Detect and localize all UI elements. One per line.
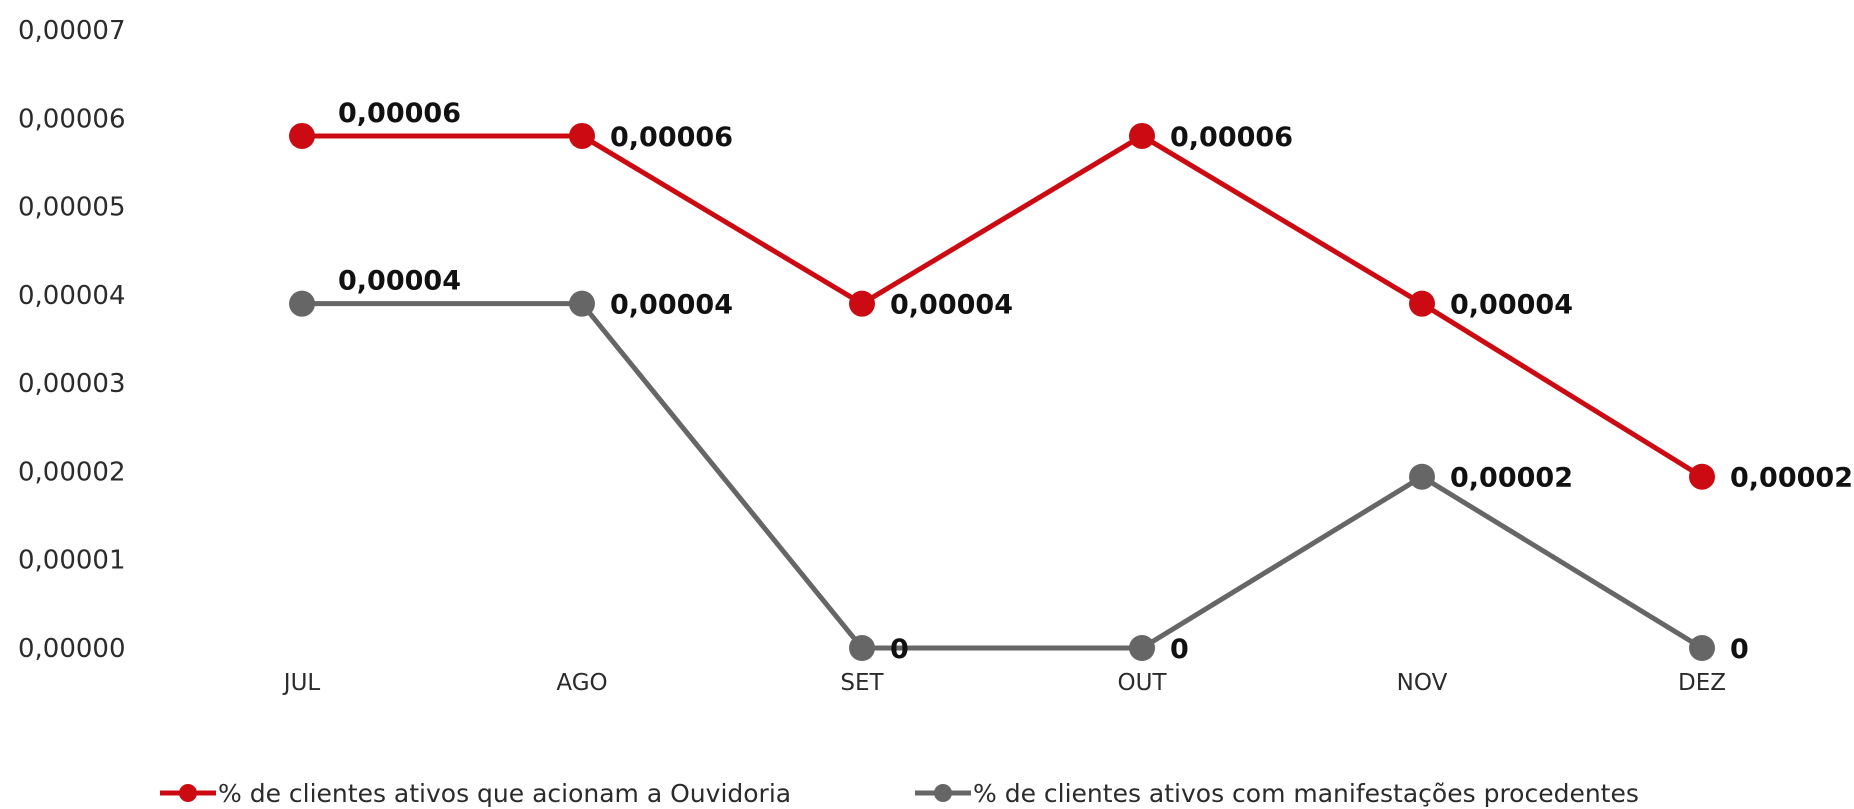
data-label-0: 0,00006 (1170, 122, 1293, 153)
data-label-0: 0,00006 (610, 122, 733, 153)
y-tick-label: 0,00001 (18, 546, 126, 576)
x-tick-label: AGO (556, 670, 607, 696)
data-point-1 (569, 290, 595, 317)
data-point-1 (849, 635, 875, 661)
y-tick-label: 0,00004 (18, 281, 126, 311)
data-labels: 0,00006 0,00006 0,00004 0,00006 0,00004 0,000… (338, 98, 1853, 665)
data-label-1: 0,00004 (610, 290, 733, 321)
y-tick-label: 0,00006 (18, 104, 126, 134)
data-point-0 (1689, 463, 1715, 490)
y-tick-label: 0,00007 (18, 16, 126, 46)
legend: % de clientes ativos que acionam a Ouvid… (160, 779, 1639, 808)
data-point-0 (1129, 122, 1155, 149)
legend-marker-1 (934, 784, 952, 802)
series-line-1 (302, 301, 1704, 651)
x-tick-label: JUL (282, 670, 321, 696)
x-tick-label: OUT (1118, 670, 1168, 696)
y-tick-label: 0,00002 (18, 457, 126, 487)
y-axis: 0,00000 0,00001 0,00002 0,00003 0,00004 0,000… (18, 16, 126, 664)
data-point-1 (1409, 463, 1435, 490)
y-tick-label: 0,00003 (18, 369, 126, 399)
x-tick-label: DEZ (1678, 670, 1726, 696)
series-line-0 (302, 133, 1704, 479)
data-point-1 (1689, 635, 1715, 661)
y-tick-label: 0,00005 (18, 193, 126, 223)
data-label-0: 0,00002 (1730, 463, 1853, 494)
data-point-0 (289, 122, 315, 149)
data-label-0: 0,00004 (890, 290, 1013, 321)
data-label-1: 0 (1170, 634, 1189, 665)
x-tick-label: SET (840, 670, 884, 696)
y-tick-label: 0,00000 (18, 634, 126, 664)
legend-label-1: % de clientes ativos com manifestações p… (973, 779, 1639, 808)
data-label-1: 0,00002 (1450, 463, 1573, 494)
data-label-1: 0 (890, 634, 909, 665)
legend-label-0: % de clientes ativos que acionam a Ouvid… (218, 779, 791, 808)
series-layer (289, 122, 1715, 661)
x-tick-label: NOV (1397, 670, 1448, 696)
data-point-1 (1129, 635, 1155, 661)
data-label-0: 0,00006 (338, 98, 461, 129)
data-label-0: 0,00004 (1450, 290, 1573, 321)
data-point-1 (289, 290, 315, 317)
legend-marker-0 (179, 784, 197, 802)
x-axis: JUL AGO SET OUT NOV DEZ (282, 670, 1726, 696)
data-label-1: 0,00004 (338, 266, 461, 297)
data-label-1: 0 (1730, 634, 1749, 665)
data-point-0 (849, 290, 875, 317)
data-point-0 (569, 122, 595, 149)
data-point-0 (1409, 290, 1435, 317)
